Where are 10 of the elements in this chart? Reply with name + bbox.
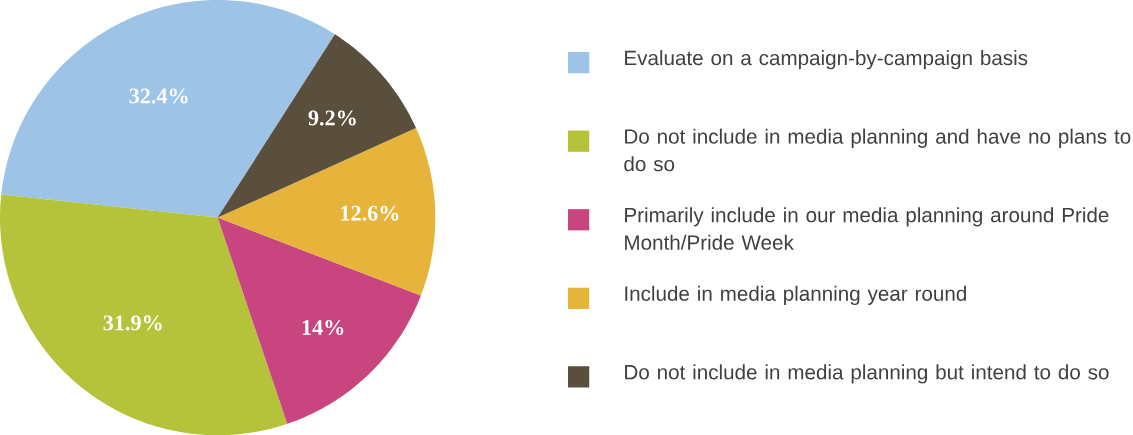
- legend-label: Include in media planning year round: [625, 285, 966, 305]
- data-label: 14%: [302, 319, 344, 335]
- legend-label: Primarily include in our media planning around Pride Month/Pride Week: [625, 207, 1109, 250]
- data-label: 9.2%: [308, 110, 356, 126]
- legend-label: Evaluate on a campaign-by-campaign basis: [625, 49, 1028, 70]
- data-label: 31.9%: [103, 315, 162, 331]
- data-label: 12.6%: [341, 205, 399, 221]
- legend-label: Do not include in media planning but intend to do so: [625, 364, 1109, 384]
- data-label: 32.4%: [129, 88, 188, 104]
- legend-label: Do not include in media planning and have no plans to do so: [624, 128, 1131, 172]
